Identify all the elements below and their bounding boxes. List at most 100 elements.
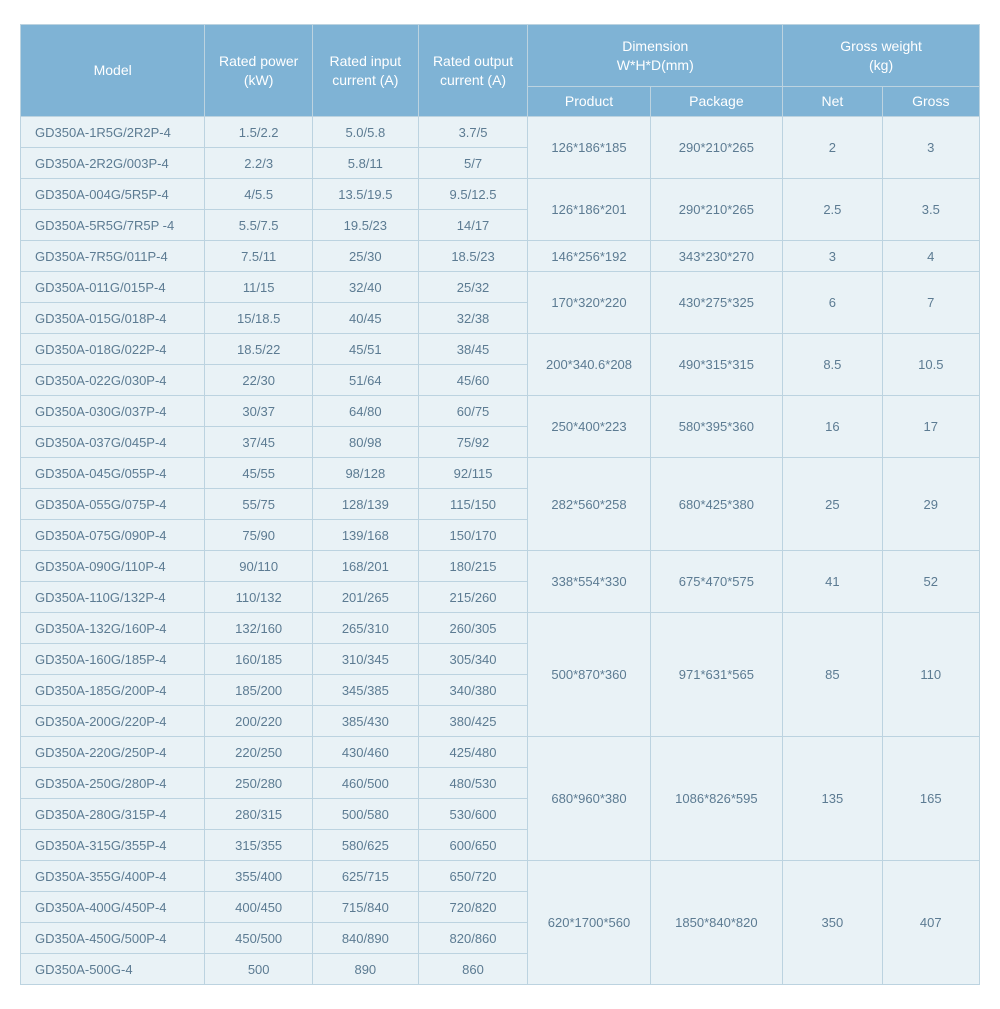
cell-model: GD350A-055G/075P-4 (21, 489, 205, 520)
cell-rated-power: 160/185 (205, 644, 313, 675)
cell-rated-input: 580/625 (313, 830, 419, 861)
table-header: Model Rated power(kW) Rated inputcurrent… (21, 25, 980, 117)
cell-rated-output: 45/60 (418, 365, 528, 396)
cell-net: 41 (783, 551, 882, 613)
cell-rated-input: 168/201 (313, 551, 419, 582)
cell-rated-input: 19.5/23 (313, 210, 419, 241)
cell-rated-output: 3.7/5 (418, 117, 528, 148)
header-dim-product: Product (528, 87, 650, 117)
cell-model: GD350A-200G/220P-4 (21, 706, 205, 737)
cell-rated-output: 860 (418, 954, 528, 985)
cell-dim-package: 1086*826*595 (650, 737, 783, 861)
cell-model: GD350A-250G/280P-4 (21, 768, 205, 799)
table-row: GD350A-090G/110P-490/110168/201180/21533… (21, 551, 980, 582)
cell-dim-package: 971*631*565 (650, 613, 783, 737)
cell-model: GD350A-7R5G/011P-4 (21, 241, 205, 272)
cell-rated-output: 32/38 (418, 303, 528, 334)
cell-model: GD350A-400G/450P-4 (21, 892, 205, 923)
cell-rated-output: 480/530 (418, 768, 528, 799)
cell-rated-power: 15/18.5 (205, 303, 313, 334)
cell-rated-output: 425/480 (418, 737, 528, 768)
cell-rated-output: 18.5/23 (418, 241, 528, 272)
cell-model: GD350A-075G/090P-4 (21, 520, 205, 551)
cell-rated-input: 310/345 (313, 644, 419, 675)
cell-rated-input: 500/580 (313, 799, 419, 830)
cell-rated-output: 150/170 (418, 520, 528, 551)
cell-net: 2.5 (783, 179, 882, 241)
header-model: Model (21, 25, 205, 117)
cell-net: 25 (783, 458, 882, 551)
cell-rated-output: 92/115 (418, 458, 528, 489)
cell-model: GD350A-1R5G/2R2P-4 (21, 117, 205, 148)
cell-rated-input: 715/840 (313, 892, 419, 923)
cell-rated-power: 75/90 (205, 520, 313, 551)
table-row: GD350A-018G/022P-418.5/2245/5138/45200*3… (21, 334, 980, 365)
cell-rated-power: 315/355 (205, 830, 313, 861)
cell-dim-package: 343*230*270 (650, 241, 783, 272)
cell-rated-output: 340/380 (418, 675, 528, 706)
cell-dim-product: 250*400*223 (528, 396, 650, 458)
cell-rated-output: 380/425 (418, 706, 528, 737)
cell-net: 3 (783, 241, 882, 272)
cell-model: GD350A-018G/022P-4 (21, 334, 205, 365)
cell-model: GD350A-037G/045P-4 (21, 427, 205, 458)
cell-net: 16 (783, 396, 882, 458)
cell-dim-product: 126*186*185 (528, 117, 650, 179)
cell-gross: 165 (882, 737, 979, 861)
cell-dim-product: 620*1700*560 (528, 861, 650, 985)
cell-dim-product: 146*256*192 (528, 241, 650, 272)
cell-rated-input: 13.5/19.5 (313, 179, 419, 210)
cell-rated-output: 5/7 (418, 148, 528, 179)
cell-rated-power: 4/5.5 (205, 179, 313, 210)
cell-rated-input: 5.0/5.8 (313, 117, 419, 148)
cell-rated-power: 22/30 (205, 365, 313, 396)
table-row: GD350A-7R5G/011P-47.5/1125/3018.5/23146*… (21, 241, 980, 272)
cell-net: 2 (783, 117, 882, 179)
cell-rated-input: 80/98 (313, 427, 419, 458)
cell-rated-power: 110/132 (205, 582, 313, 613)
cell-rated-power: 90/110 (205, 551, 313, 582)
cell-dim-package: 580*395*360 (650, 396, 783, 458)
cell-rated-input: 139/168 (313, 520, 419, 551)
cell-model: GD350A-450G/500P-4 (21, 923, 205, 954)
cell-rated-power: 1.5/2.2 (205, 117, 313, 148)
cell-model: GD350A-045G/055P-4 (21, 458, 205, 489)
table-body: GD350A-1R5G/2R2P-41.5/2.25.0/5.83.7/5126… (21, 117, 980, 985)
cell-rated-power: 280/315 (205, 799, 313, 830)
cell-rated-input: 5.8/11 (313, 148, 419, 179)
header-gross: Gross (882, 87, 979, 117)
cell-rated-output: 75/92 (418, 427, 528, 458)
cell-model: GD350A-015G/018P-4 (21, 303, 205, 334)
cell-rated-power: 7.5/11 (205, 241, 313, 272)
cell-rated-input: 98/128 (313, 458, 419, 489)
cell-rated-power: 2.2/3 (205, 148, 313, 179)
cell-gross: 3 (882, 117, 979, 179)
cell-rated-output: 650/720 (418, 861, 528, 892)
cell-model: GD350A-132G/160P-4 (21, 613, 205, 644)
cell-rated-input: 345/385 (313, 675, 419, 706)
cell-rated-input: 32/40 (313, 272, 419, 303)
cell-rated-power: 355/400 (205, 861, 313, 892)
cell-rated-output: 38/45 (418, 334, 528, 365)
cell-gross: 4 (882, 241, 979, 272)
cell-rated-input: 625/715 (313, 861, 419, 892)
cell-rated-output: 115/150 (418, 489, 528, 520)
cell-rated-output: 305/340 (418, 644, 528, 675)
cell-dim-product: 200*340.6*208 (528, 334, 650, 396)
cell-rated-power: 250/280 (205, 768, 313, 799)
cell-rated-power: 400/450 (205, 892, 313, 923)
cell-dim-product: 680*960*380 (528, 737, 650, 861)
spec-table: Model Rated power(kW) Rated inputcurrent… (20, 24, 980, 985)
cell-dim-product: 282*560*258 (528, 458, 650, 551)
cell-rated-input: 64/80 (313, 396, 419, 427)
cell-rated-input: 201/265 (313, 582, 419, 613)
cell-rated-power: 220/250 (205, 737, 313, 768)
cell-dim-package: 290*210*265 (650, 117, 783, 179)
cell-rated-input: 128/139 (313, 489, 419, 520)
cell-dim-package: 680*425*380 (650, 458, 783, 551)
cell-rated-input: 45/51 (313, 334, 419, 365)
cell-rated-power: 30/37 (205, 396, 313, 427)
cell-rated-power: 500 (205, 954, 313, 985)
cell-dim-package: 290*210*265 (650, 179, 783, 241)
cell-rated-output: 530/600 (418, 799, 528, 830)
